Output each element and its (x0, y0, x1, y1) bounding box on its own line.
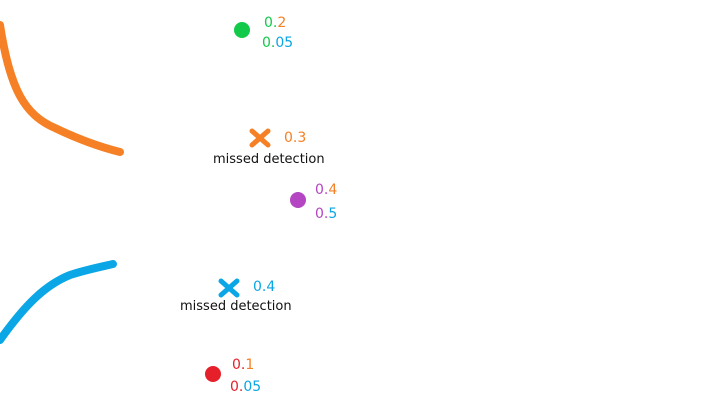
purple-score-2: 0.5 (315, 206, 337, 222)
blue-score-1: 0.4 (253, 279, 275, 295)
purple-score-1-digit: 4 (328, 182, 338, 198)
blue-missed-cross-icon (218, 278, 240, 298)
purple-score-1: 0.4 (315, 182, 337, 198)
blue-score-1-digit: 4 (266, 279, 276, 295)
green-score-1-digit: 2 (277, 15, 287, 31)
orange-track-curve (0, 21, 124, 156)
red-detection-dot (205, 366, 221, 382)
green-score-1: 0.2 (264, 15, 286, 31)
red-score-1-digit: 1 (245, 357, 255, 373)
purple-score-2-digit: 5 (328, 206, 338, 222)
red-score-2-digit: 05 (243, 379, 262, 395)
red-score-2-prefix: 0. (230, 379, 244, 395)
blue-track-curve (0, 260, 117, 344)
orange-missed-cross-icon (249, 128, 271, 148)
green-score-2: 0.05 (262, 35, 293, 51)
orange-score-1-digit: 3 (297, 130, 307, 146)
purple-score-1-prefix: 0. (315, 182, 329, 198)
orange-score-1-prefix: 0. (284, 130, 298, 146)
purple-detection-dot (290, 192, 306, 208)
green-score-2-digit: 05 (275, 35, 294, 51)
green-score-1-prefix: 0. (264, 15, 278, 31)
orange-missed-detection-label: missed detection (213, 152, 325, 167)
purple-score-2-prefix: 0. (315, 206, 329, 222)
blue-score-1-prefix: 0. (253, 279, 267, 295)
orange-score-1: 0.3 (284, 130, 306, 146)
blue-missed-detection-label: missed detection (180, 299, 292, 314)
green-detection-dot (234, 22, 250, 38)
red-score-1: 0.1 (232, 357, 254, 373)
red-score-2: 0.05 (230, 379, 261, 395)
red-score-1-prefix: 0. (232, 357, 246, 373)
green-score-2-prefix: 0. (262, 35, 276, 51)
